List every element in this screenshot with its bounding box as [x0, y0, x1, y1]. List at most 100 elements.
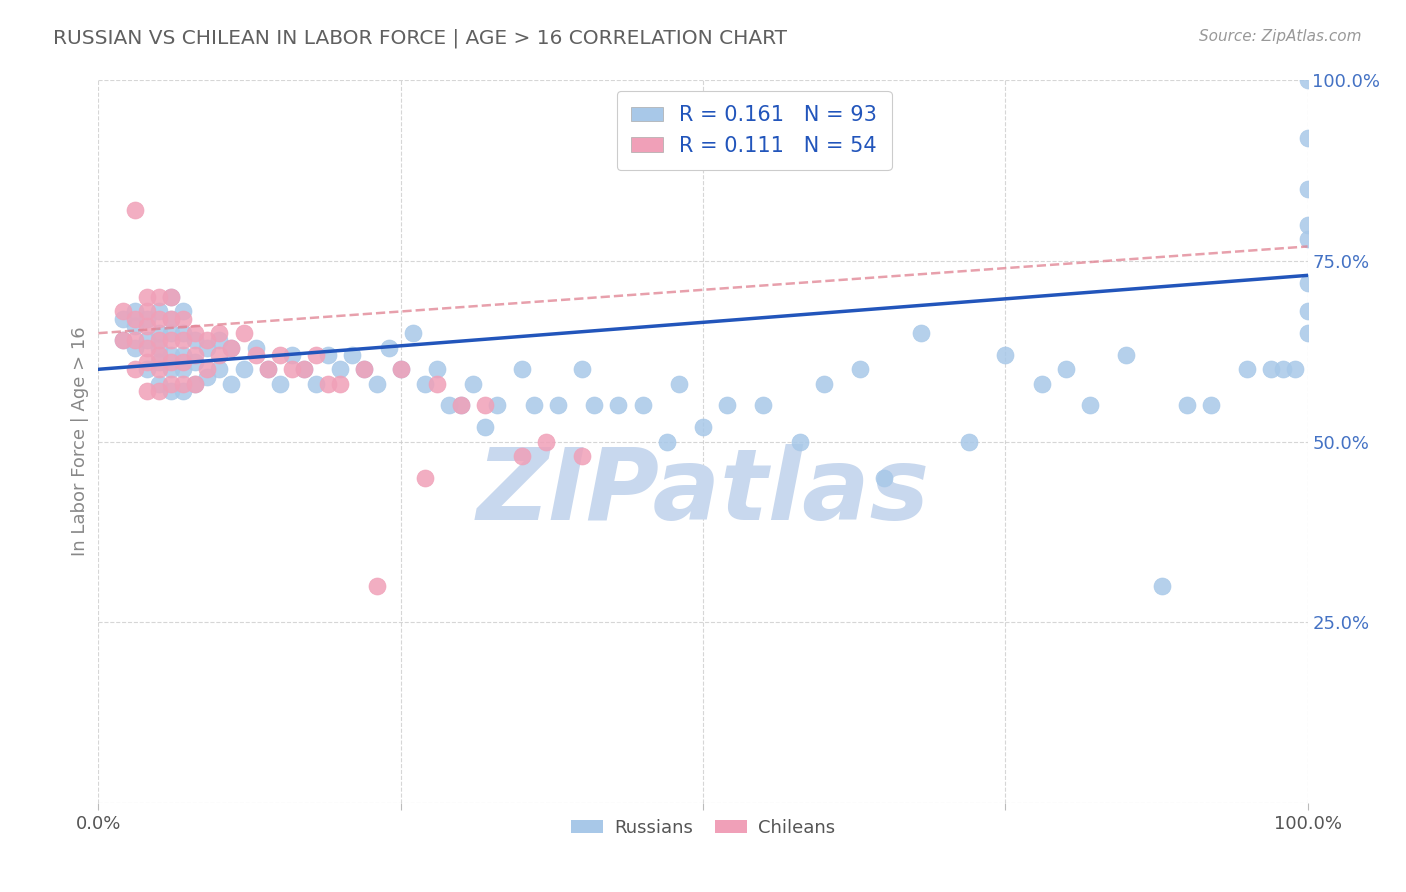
- Point: [135, 341, 157, 355]
- Point: [148, 334, 170, 348]
- Point: [994, 348, 1017, 362]
- Point: [1031, 376, 1053, 391]
- Point: [124, 341, 146, 355]
- Point: [1260, 362, 1282, 376]
- Point: [1296, 182, 1319, 196]
- Point: [450, 398, 472, 412]
- Point: [172, 355, 194, 369]
- Point: [1152, 579, 1174, 593]
- Point: [292, 362, 315, 376]
- Point: [135, 318, 157, 333]
- Text: RUSSIAN VS CHILEAN IN LABOR FORCE | AGE > 16 CORRELATION CHART: RUSSIAN VS CHILEAN IN LABOR FORCE | AGE …: [53, 29, 787, 48]
- Point: [281, 362, 304, 376]
- Point: [160, 290, 183, 304]
- Point: [486, 398, 509, 412]
- Point: [124, 304, 146, 318]
- Point: [184, 326, 207, 340]
- Point: [450, 398, 472, 412]
- Point: [195, 341, 218, 355]
- Point: [910, 326, 932, 340]
- Point: [1296, 276, 1319, 290]
- Point: [366, 579, 388, 593]
- Point: [389, 362, 412, 376]
- Point: [523, 398, 546, 412]
- Point: [172, 304, 194, 318]
- Point: [1115, 348, 1137, 362]
- Point: [245, 348, 267, 362]
- Point: [160, 384, 183, 398]
- Point: [655, 434, 678, 449]
- Text: Source: ZipAtlas.com: Source: ZipAtlas.com: [1198, 29, 1361, 44]
- Point: [1296, 232, 1319, 246]
- Point: [124, 203, 146, 218]
- Point: [208, 334, 231, 348]
- Point: [1272, 362, 1295, 376]
- Point: [607, 398, 630, 412]
- Point: [124, 362, 146, 376]
- Point: [510, 362, 533, 376]
- Point: [316, 348, 339, 362]
- Point: [111, 311, 134, 326]
- Point: [111, 334, 134, 348]
- Point: [184, 348, 207, 362]
- Point: [148, 384, 170, 398]
- Point: [160, 362, 183, 376]
- Point: [221, 341, 243, 355]
- Point: [668, 376, 690, 391]
- Point: [135, 311, 157, 326]
- Point: [148, 341, 170, 355]
- Point: [329, 376, 352, 391]
- Point: [184, 376, 207, 391]
- Point: [1296, 73, 1319, 87]
- Point: [437, 398, 460, 412]
- Point: [1236, 362, 1258, 376]
- Point: [752, 398, 775, 412]
- Point: [1284, 362, 1306, 376]
- Point: [510, 449, 533, 463]
- Point: [148, 326, 170, 340]
- Point: [172, 384, 194, 398]
- Point: [160, 311, 183, 326]
- Point: [413, 376, 436, 391]
- Point: [426, 376, 449, 391]
- Point: [789, 434, 811, 449]
- Point: [184, 376, 207, 391]
- Point: [813, 376, 835, 391]
- Point: [172, 376, 194, 391]
- Point: [1296, 218, 1319, 232]
- Point: [124, 318, 146, 333]
- Point: [172, 362, 194, 376]
- Point: [111, 304, 134, 318]
- Text: ZIPatlas: ZIPatlas: [477, 443, 929, 541]
- Point: [571, 449, 593, 463]
- Point: [1054, 362, 1077, 376]
- Point: [124, 334, 146, 348]
- Point: [873, 470, 896, 484]
- Point: [256, 362, 278, 376]
- Point: [195, 334, 218, 348]
- Point: [474, 398, 496, 412]
- Point: [316, 376, 339, 391]
- Point: [583, 398, 606, 412]
- Point: [172, 311, 194, 326]
- Point: [377, 341, 399, 355]
- Point: [172, 348, 194, 362]
- Point: [208, 348, 231, 362]
- Point: [232, 326, 254, 340]
- Point: [692, 420, 714, 434]
- Point: [208, 362, 231, 376]
- Point: [195, 369, 218, 384]
- Point: [221, 376, 243, 391]
- Point: [631, 398, 654, 412]
- Point: [329, 362, 352, 376]
- Point: [269, 376, 291, 391]
- Point: [160, 311, 183, 326]
- Point: [232, 362, 254, 376]
- Point: [305, 376, 328, 391]
- Point: [135, 334, 157, 348]
- Point: [353, 362, 375, 376]
- Point: [148, 362, 170, 376]
- Point: [1296, 326, 1319, 340]
- Point: [172, 334, 194, 348]
- Point: [957, 434, 980, 449]
